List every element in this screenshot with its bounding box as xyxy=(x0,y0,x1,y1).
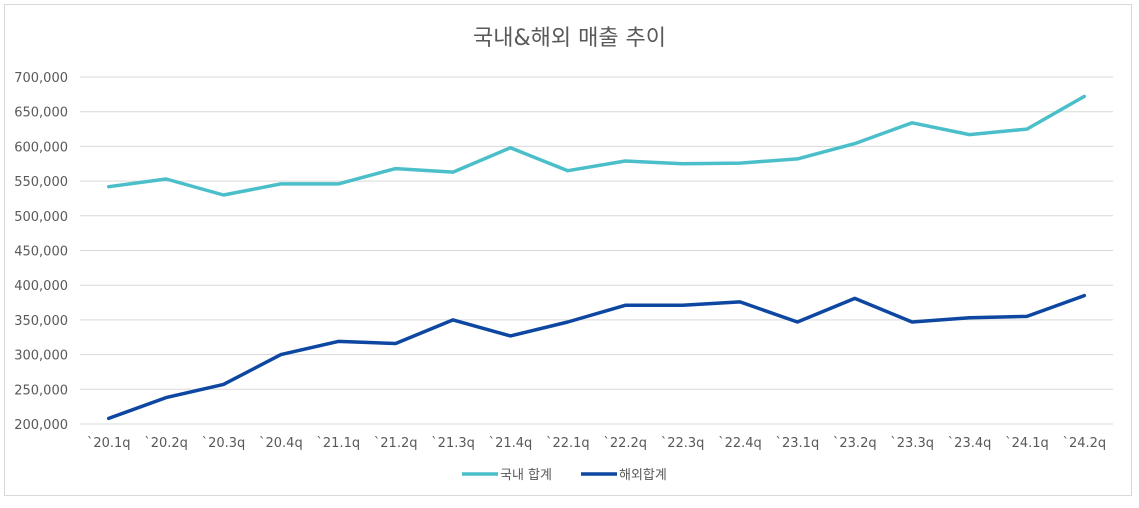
x-tick-label: `22.4q xyxy=(718,436,762,451)
x-tick-label: `24.1q xyxy=(1005,436,1049,451)
y-tick-label: 550,000 xyxy=(14,175,68,190)
x-tick-label: `21.4q xyxy=(489,436,533,451)
y-tick-label: 350,000 xyxy=(14,314,68,329)
legend-label: 해외합계 xyxy=(619,468,667,483)
x-tick-label: `20.4q xyxy=(259,436,303,451)
legend-label: 국내 합계 xyxy=(500,468,552,483)
x-tick-label: `23.1q xyxy=(776,436,820,451)
y-tick-label: 400,000 xyxy=(14,279,68,294)
x-tick-label: `20.2q xyxy=(144,436,188,451)
chart-title: 국내&해외 매출 추이 xyxy=(472,26,667,51)
x-tick-label: `23.2q xyxy=(833,436,877,451)
x-tick-label: `21.1q xyxy=(316,436,360,451)
series-line-2 xyxy=(106,293,1087,421)
x-tick-label: `21.2q xyxy=(374,436,418,451)
x-tick-label: `20.3q xyxy=(202,436,246,451)
y-tick-label: 250,000 xyxy=(14,383,68,398)
x-tick-label: `22.1q xyxy=(546,436,590,451)
y-tick-label: 200,000 xyxy=(14,418,68,433)
y-tick-label: 700,000 xyxy=(14,71,68,86)
x-tick-label: `22.2q xyxy=(603,436,647,451)
x-tick-label: `23.3q xyxy=(890,436,934,451)
x-tick-label: `24.2q xyxy=(1062,436,1106,451)
x-tick-label: `22.3q xyxy=(661,436,705,451)
y-tick-label: 650,000 xyxy=(14,106,68,121)
x-tick-label: `21.3q xyxy=(431,436,475,451)
x-tick-label: `20.1q xyxy=(87,436,131,451)
y-tick-label: 300,000 xyxy=(14,349,68,364)
x-tick-label: `23.4q xyxy=(948,436,992,451)
y-tick-label: 600,000 xyxy=(14,140,68,155)
y-tick-label: 500,000 xyxy=(14,210,68,225)
y-tick-label: 450,000 xyxy=(14,245,68,260)
series-line-1 xyxy=(106,94,1087,197)
